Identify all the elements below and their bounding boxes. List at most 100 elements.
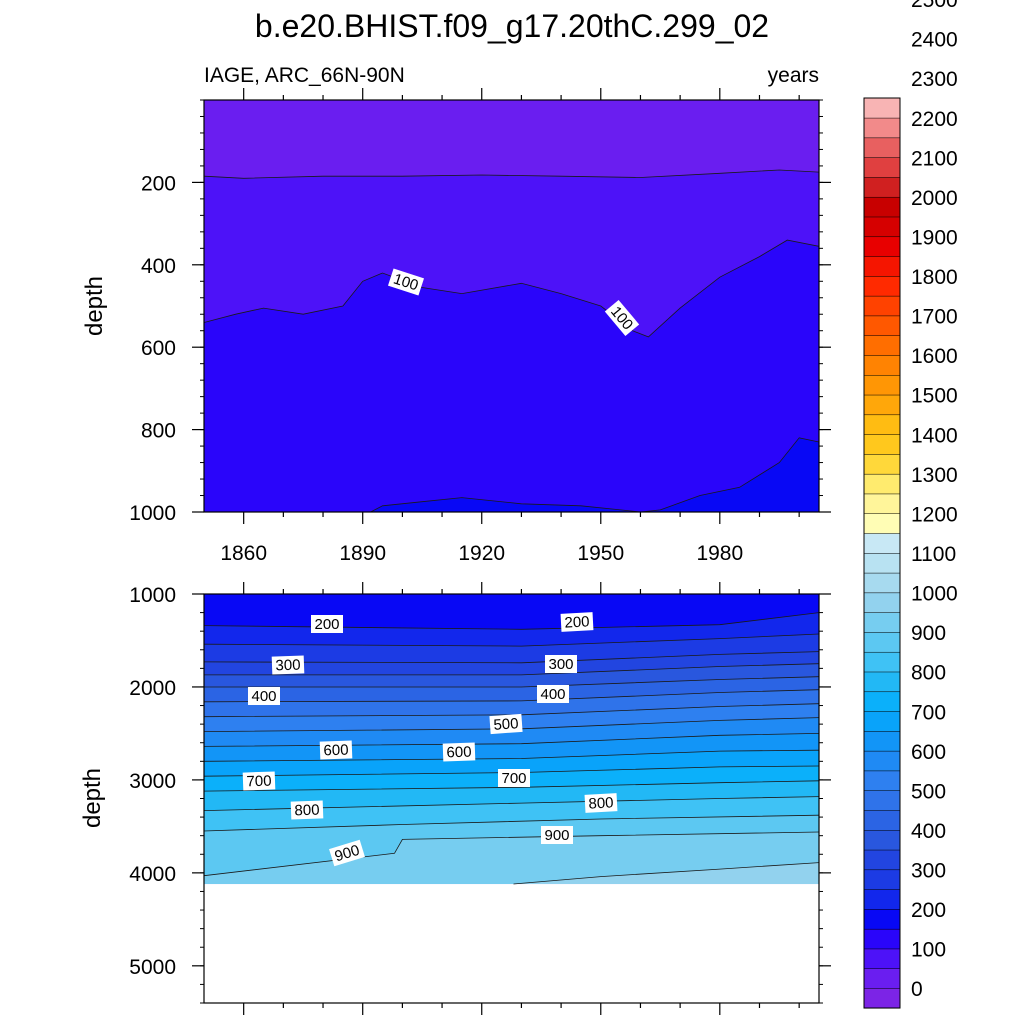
colorbar-swatch [863, 236, 901, 257]
colorbar-label: 100 [911, 939, 946, 962]
colorbar-label: 2000 [911, 187, 958, 210]
colorbar-swatch [863, 770, 901, 791]
colorbar-swatch [863, 374, 901, 396]
colorbar-swatch [863, 434, 901, 455]
figure-title: b.e20.BHIST.f09_g17.20thC.299_02 [255, 8, 769, 44]
colorbar-swatch [863, 671, 901, 693]
colorbar-label: 1500 [911, 385, 958, 408]
colorbar-swatch [863, 631, 901, 653]
contour-label-text: 800 [588, 794, 614, 812]
colorbar-swatch [863, 730, 901, 752]
colorbar-swatch [863, 256, 901, 277]
colorbar-swatch [863, 493, 901, 514]
upper-y-tick-label: 800 [141, 420, 176, 443]
colorbar-swatch [863, 532, 901, 554]
contour-label-text: 800 [294, 802, 320, 820]
colorbar: 0 100 200 300 400 500 600 700 800 900 1000 1100 1200… [863, 0, 958, 1009]
upper-y-tick-label: 200 [141, 172, 176, 195]
colorbar-swatch [863, 908, 901, 930]
colorbar-swatch [863, 968, 901, 989]
contour-label-700-b: 700 [498, 769, 530, 787]
upper-contour-line [204, 239, 819, 338]
lower-y-tick-label: 4000 [129, 863, 176, 886]
units-label: years [768, 64, 819, 87]
colorbar-label: 2400 [911, 29, 958, 52]
lower-contour-line [204, 717, 819, 732]
colorbar-swatch [863, 335, 901, 356]
lower-contour-line [204, 796, 819, 811]
contour-label-300-b: 300 [545, 655, 577, 673]
upper-x-tick-label: 1980 [696, 542, 743, 565]
lower-contour-line [204, 663, 819, 676]
lower-contour-line [204, 676, 819, 688]
upper-panel-axes: 200 400 600 800 1000 1860 1890 1920 1950 1980 [129, 88, 831, 565]
colorbar-swatch [863, 295, 901, 317]
colorbar-swatch [863, 592, 901, 613]
colorbar-label: 600 [911, 741, 946, 764]
upper-ylabel: depth [81, 276, 108, 336]
colorbar-label: 1400 [911, 424, 958, 447]
lower-contour-line [204, 780, 819, 792]
contour-label-900-b: 900 [541, 826, 573, 844]
colorbar-swatch [863, 216, 901, 238]
colorbar-swatch [863, 157, 901, 178]
colorbar-label: 1000 [911, 583, 958, 606]
lower-contour-line [204, 612, 819, 630]
lower-panel-contours [204, 612, 819, 885]
contour-label-600-b: 600 [442, 742, 476, 762]
lower-contour-line [204, 703, 819, 718]
lower-y-tick-label: 2000 [129, 677, 176, 700]
contour-label-text: 400 [540, 686, 565, 703]
contour-label-text: 400 [251, 688, 276, 705]
upper-y-tick-label: 1000 [129, 502, 176, 525]
colorbar-label: 2200 [911, 108, 958, 131]
lower-panel-axes: 1000 2000 3000 4000 5000 [129, 582, 831, 1015]
colorbar-swatch [863, 176, 901, 198]
colorbar-label: 2100 [911, 147, 958, 170]
colorbar-swatch [863, 829, 901, 851]
colorbar-label: 500 [911, 780, 946, 803]
colorbar-swatch [863, 513, 901, 534]
contour-label-900-a: 900 [329, 839, 365, 867]
colorbar-swatch [863, 711, 901, 732]
lower-contour-line [204, 733, 819, 747]
upper-frame [203, 99, 820, 513]
colorbar-swatch [863, 572, 901, 594]
upper-contour-band [370, 437, 819, 512]
upper-x-tick-label: 1890 [339, 542, 386, 565]
contour-label-text: 200 [564, 613, 590, 631]
colorbar-swatch [863, 928, 901, 950]
contour-label-text: 200 [314, 616, 339, 633]
contour-label-800-a: 800 [290, 800, 324, 820]
colorbar-label: 1300 [911, 464, 958, 487]
colorbar-swatch [863, 651, 901, 673]
colorbar-swatch [863, 473, 901, 495]
colorbar-label: 1700 [911, 306, 958, 329]
contour-label-500: 500 [489, 713, 523, 735]
colorbar-swatch [863, 137, 901, 158]
colorbar-swatch [863, 196, 901, 218]
contour-label-text: 900 [333, 842, 362, 866]
contour-label-text: 300 [548, 656, 573, 673]
contour-label-text: 700 [501, 770, 526, 787]
colorbar-swatch [863, 354, 901, 376]
lower-contour-line [204, 814, 819, 832]
lower-contour-band [204, 832, 819, 885]
colorbar-swatch [863, 809, 901, 831]
colorbar-label: 400 [911, 820, 946, 843]
colorbar-swatch [863, 849, 901, 871]
colorbar-label: 1600 [911, 345, 958, 368]
colorbar-swatch [863, 869, 901, 890]
contour-labels: 100 100 200 200 300 300 400 400 [242, 268, 640, 867]
colorbar-swatch [863, 612, 901, 633]
contour-label-700-a: 700 [242, 771, 276, 791]
colorbar-swatch [863, 453, 901, 475]
upper-y-tick-label: 600 [141, 337, 176, 360]
contour-label-800-b: 800 [584, 793, 618, 813]
upper-contour-band [204, 240, 819, 512]
upper-panel-fill [204, 100, 819, 512]
colorbar-swatch [863, 394, 901, 416]
colorbar-swatch [863, 315, 901, 336]
contour-label-text: 600 [446, 744, 472, 762]
colorbar-label: 800 [911, 662, 946, 685]
